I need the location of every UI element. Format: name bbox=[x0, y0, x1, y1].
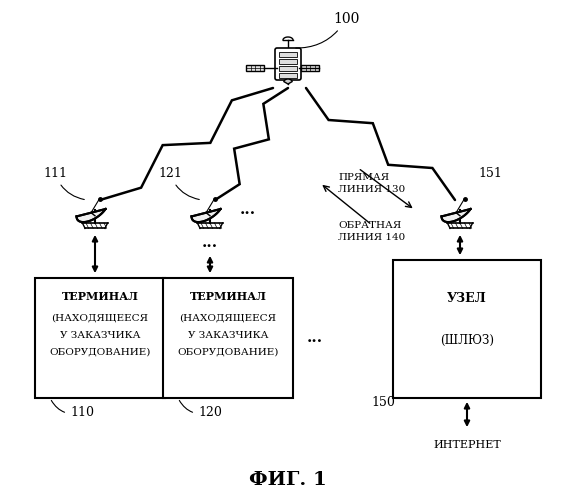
Text: ОБОРУДОВАНИЕ): ОБОРУДОВАНИЕ) bbox=[49, 348, 151, 356]
Polygon shape bbox=[77, 209, 106, 222]
Text: 111: 111 bbox=[43, 167, 84, 200]
Text: ТЕРМИНАЛ: ТЕРМИНАЛ bbox=[62, 290, 138, 302]
Text: ФИГ. 1: ФИГ. 1 bbox=[249, 471, 327, 489]
Text: 120: 120 bbox=[179, 400, 222, 419]
Text: УЗЕЛ: УЗЕЛ bbox=[447, 292, 487, 304]
Text: ОБРАТНАЯ: ОБРАТНАЯ bbox=[338, 220, 401, 230]
Text: (НАХОДЯЩЕЕСЯ: (НАХОДЯЩЕЕСЯ bbox=[51, 314, 148, 322]
Text: 151: 151 bbox=[478, 167, 502, 180]
Text: (ШЛЮЗ): (ШЛЮЗ) bbox=[440, 334, 494, 346]
Text: ЛИНИЯ 130: ЛИНИЯ 130 bbox=[338, 186, 405, 194]
Text: ЛИНИЯ 140: ЛИНИЯ 140 bbox=[338, 234, 405, 242]
Text: У ЗАКАЗЧИКА: У ЗАКАЗЧИКА bbox=[60, 330, 140, 340]
Text: ...: ... bbox=[307, 331, 323, 345]
Polygon shape bbox=[192, 209, 220, 222]
Bar bbox=[279, 73, 297, 78]
Text: ИНТЕРНЕТ: ИНТЕРНЕТ bbox=[433, 440, 501, 450]
Bar bbox=[246, 65, 264, 71]
Bar bbox=[301, 65, 319, 71]
FancyBboxPatch shape bbox=[275, 48, 301, 80]
Bar bbox=[163, 278, 293, 398]
Bar bbox=[279, 66, 297, 71]
Text: (НАХОДЯЩЕЕСЯ: (НАХОДЯЩЕЕСЯ bbox=[179, 314, 276, 322]
Text: 121: 121 bbox=[158, 167, 199, 200]
Polygon shape bbox=[441, 209, 470, 222]
Text: ТЕРМИНАЛ: ТЕРМИНАЛ bbox=[190, 290, 267, 302]
Bar bbox=[279, 52, 297, 57]
Text: ...: ... bbox=[202, 236, 218, 250]
Text: 100: 100 bbox=[296, 12, 359, 48]
Text: ...: ... bbox=[240, 203, 256, 217]
Text: 110: 110 bbox=[51, 400, 94, 419]
Text: 150: 150 bbox=[371, 396, 398, 409]
Text: ПРЯМАЯ: ПРЯМАЯ bbox=[338, 172, 389, 182]
Wedge shape bbox=[284, 79, 293, 84]
Text: У ЗАКАЗЧИКА: У ЗАКАЗЧИКА bbox=[188, 330, 268, 340]
Bar bbox=[393, 260, 541, 398]
Text: ОБОРУДОВАНИЕ): ОБОРУДОВАНИЕ) bbox=[177, 348, 279, 356]
Bar bbox=[279, 59, 297, 64]
Bar bbox=[35, 278, 165, 398]
